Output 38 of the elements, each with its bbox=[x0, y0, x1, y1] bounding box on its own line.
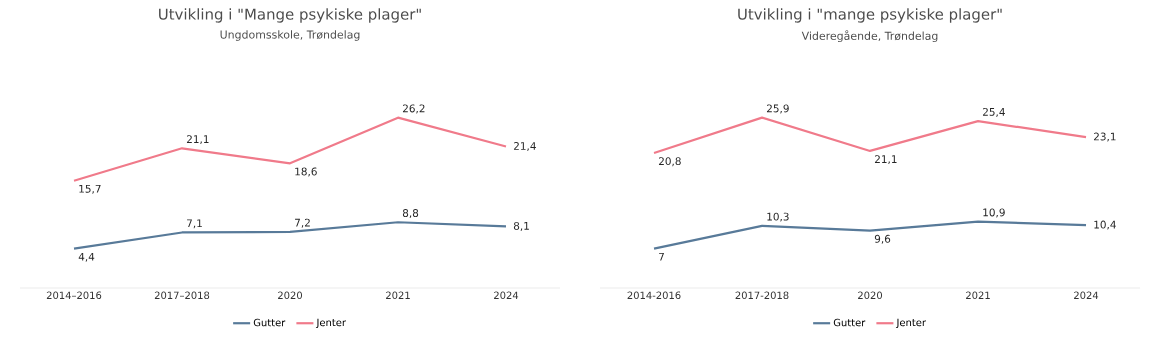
data-label: 7 bbox=[659, 252, 664, 261]
data-label: 8,8 bbox=[402, 209, 419, 219]
data-label: 26,2 bbox=[402, 104, 425, 114]
legend-label: Gutter bbox=[833, 318, 866, 327]
data-label: 25,4 bbox=[982, 107, 1005, 117]
data-label: 25,9 bbox=[766, 104, 789, 114]
data-label: 10,4 bbox=[1094, 220, 1116, 230]
data-label: 21,4 bbox=[513, 142, 536, 151]
chart-title: Utvikling i "mange psykiske plager" bbox=[738, 8, 1002, 23]
x-tick-label: 2020 bbox=[858, 291, 883, 300]
legend-label: Jenter bbox=[895, 318, 926, 329]
data-label: 10,3 bbox=[767, 212, 789, 222]
x-tick-label: 2017-2018 bbox=[735, 291, 789, 300]
x-tick-label: 2024 bbox=[1074, 291, 1099, 300]
x-tick-label: 2017–2018 bbox=[154, 291, 210, 300]
legend-label: Gutter bbox=[253, 318, 286, 327]
data-label: 21,1 bbox=[186, 135, 209, 145]
data-label: 18,6 bbox=[295, 167, 317, 177]
x-tick-label: 2014-2016 bbox=[627, 291, 681, 300]
data-label: 15,7 bbox=[79, 184, 101, 194]
data-label: 10,9 bbox=[983, 208, 1005, 218]
data-label: 9,6 bbox=[874, 234, 891, 244]
data-label: 21,1 bbox=[874, 155, 897, 165]
x-tick-label: 2024 bbox=[494, 291, 519, 300]
data-label: 20,8 bbox=[658, 157, 681, 167]
data-label: 8,1 bbox=[513, 221, 529, 231]
chart-title: Utvikling i "Mange psykiske plager" bbox=[159, 8, 421, 23]
data-label: 4,4 bbox=[78, 252, 95, 262]
chart-subtitle: Ungdomsskole, Trøndelag bbox=[220, 30, 360, 41]
x-tick-label: 2020 bbox=[278, 291, 303, 300]
x-tick-label: 2021 bbox=[386, 291, 410, 300]
chart-subtitle: Videregående, Trøndelag bbox=[801, 30, 938, 43]
data-label: 23,1 bbox=[1093, 132, 1116, 142]
legend-label: Jenter bbox=[315, 318, 346, 329]
x-tick-label: 2014–2016 bbox=[46, 291, 102, 300]
x-tick-label: 2021 bbox=[966, 291, 990, 300]
data-label: 7,1 bbox=[187, 219, 202, 229]
data-label: 7,2 bbox=[295, 218, 310, 228]
